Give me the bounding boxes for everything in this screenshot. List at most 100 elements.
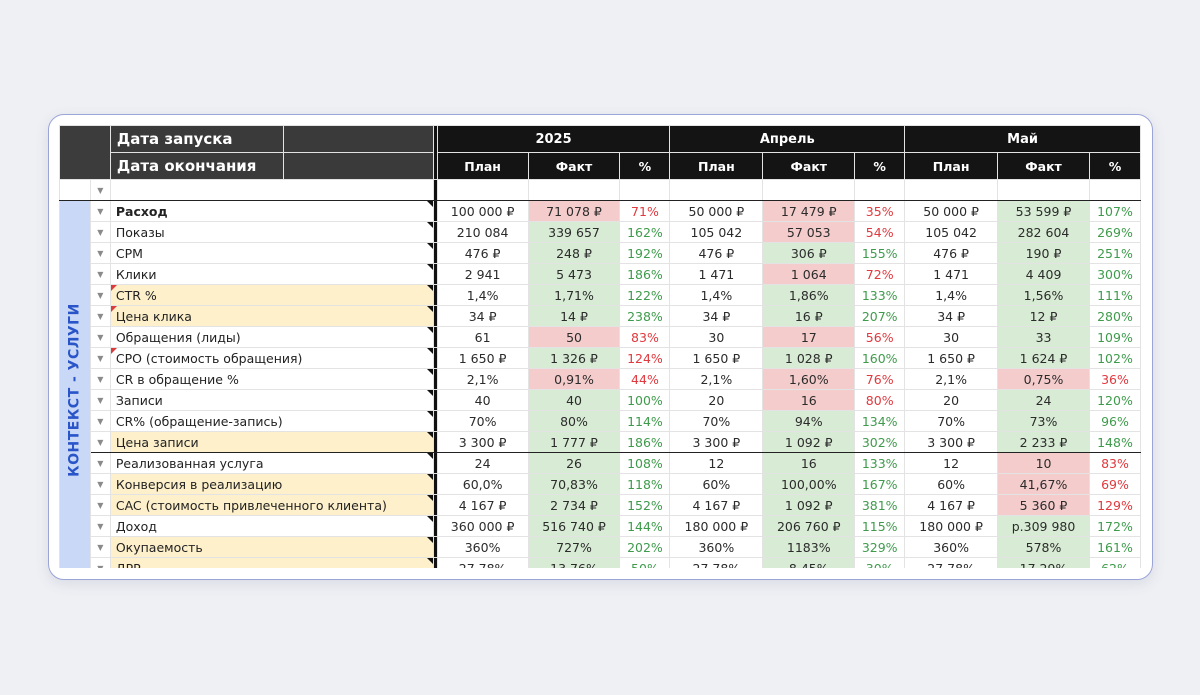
percent-cell[interactable]: 160%	[854, 347, 906, 369]
percent-cell[interactable]: 83%	[1088, 452, 1141, 474]
plan-cell[interactable]: 60,0%	[436, 473, 529, 495]
percent-cell[interactable]: 186%	[619, 263, 671, 285]
plan-cell[interactable]: 1 650 ₽	[904, 347, 999, 369]
fact-cell[interactable]: 94%	[762, 410, 856, 432]
plan-cell[interactable]: 70%	[436, 410, 529, 432]
fact-cell[interactable]: 16 ₽	[762, 305, 856, 327]
plan-cell[interactable]: 20	[904, 389, 999, 411]
launch-date-value[interactable]	[282, 125, 434, 153]
plan-cell[interactable]: 24	[436, 452, 529, 474]
percent-cell[interactable]: 129%	[1088, 494, 1141, 516]
fact-cell[interactable]: 80%	[527, 410, 621, 432]
fact-cell[interactable]: 16	[762, 389, 856, 411]
plan-cell[interactable]: 27,78%	[669, 557, 764, 568]
plan-cell[interactable]: 360 000 ₽	[436, 515, 529, 537]
fact-cell[interactable]: 70,83%	[527, 473, 621, 495]
plan-cell[interactable]: 1 650 ₽	[436, 347, 529, 369]
fact-cell[interactable]: р.309 980	[997, 515, 1090, 537]
plan-cell[interactable]: 4 167 ₽	[669, 494, 764, 516]
fact-cell[interactable]: 206 760 ₽	[762, 515, 856, 537]
plan-cell[interactable]: 1,4%	[436, 284, 529, 306]
fact-cell[interactable]: 2 734 ₽	[527, 494, 621, 516]
row-dropdown-icon[interactable]: ▼	[89, 494, 111, 516]
percent-cell[interactable]: 202%	[619, 536, 671, 558]
plan-cell[interactable]: 30	[669, 326, 764, 348]
percent-cell[interactable]: 122%	[619, 284, 671, 306]
plan-cell[interactable]: 70%	[904, 410, 999, 432]
plan-cell[interactable]: 12	[904, 452, 999, 474]
plan-cell[interactable]: 34 ₽	[904, 305, 999, 327]
filter-dropdown-icon[interactable]: ▼	[89, 179, 111, 201]
fact-cell[interactable]: 33	[997, 326, 1090, 348]
fact-cell[interactable]: 1 064	[762, 263, 856, 285]
percent-cell[interactable]: 238%	[619, 305, 671, 327]
percent-cell[interactable]: 44%	[619, 368, 671, 390]
fact-cell[interactable]: 1,71%	[527, 284, 621, 306]
fact-cell[interactable]: 0,91%	[527, 368, 621, 390]
percent-cell[interactable]: 280%	[1088, 305, 1141, 327]
fact-cell[interactable]: 40	[527, 389, 621, 411]
plan-cell[interactable]: 3 300 ₽	[904, 431, 999, 453]
row-dropdown-icon[interactable]: ▼	[89, 515, 111, 537]
percent-cell[interactable]: 155%	[854, 242, 906, 264]
plan-cell[interactable]: 70%	[669, 410, 764, 432]
percent-cell[interactable]: 36%	[1088, 368, 1141, 390]
percent-cell[interactable]: 167%	[854, 473, 906, 495]
plan-cell[interactable]: 1 650 ₽	[669, 347, 764, 369]
row-dropdown-icon[interactable]: ▼	[89, 263, 111, 285]
plan-cell[interactable]: 60%	[904, 473, 999, 495]
plan-cell[interactable]: 105 042	[904, 221, 999, 243]
plan-cell[interactable]: 3 300 ₽	[436, 431, 529, 453]
percent-cell[interactable]: 269%	[1088, 221, 1141, 243]
row-dropdown-icon[interactable]: ▼	[89, 473, 111, 495]
percent-cell[interactable]: 251%	[1088, 242, 1141, 264]
percent-cell[interactable]: 96%	[1088, 410, 1141, 432]
percent-cell[interactable]: 133%	[854, 284, 906, 306]
fact-cell[interactable]: 1 326 ₽	[527, 347, 621, 369]
fact-cell[interactable]: 516 740 ₽	[527, 515, 621, 537]
fact-cell[interactable]: 16	[762, 452, 856, 474]
fact-cell[interactable]: 0,75%	[997, 368, 1090, 390]
fact-cell[interactable]: 5 360 ₽	[997, 494, 1090, 516]
plan-cell[interactable]: 360%	[904, 536, 999, 558]
plan-cell[interactable]: 50 000 ₽	[669, 200, 764, 222]
plan-cell[interactable]: 27,78%	[904, 557, 999, 568]
fact-cell[interactable]: 4 409	[997, 263, 1090, 285]
plan-cell[interactable]: 2,1%	[436, 368, 529, 390]
fact-cell[interactable]: 57 053	[762, 221, 856, 243]
percent-cell[interactable]: 133%	[854, 452, 906, 474]
fact-cell[interactable]: 1183%	[762, 536, 856, 558]
plan-cell[interactable]: 34 ₽	[436, 305, 529, 327]
fact-cell[interactable]: 1,60%	[762, 368, 856, 390]
percent-cell[interactable]: 54%	[854, 221, 906, 243]
row-dropdown-icon[interactable]: ▼	[89, 347, 111, 369]
percent-cell[interactable]: 76%	[854, 368, 906, 390]
fact-cell[interactable]: 100,00%	[762, 473, 856, 495]
plan-cell[interactable]: 4 167 ₽	[436, 494, 529, 516]
percent-cell[interactable]: 71%	[619, 200, 671, 222]
percent-cell[interactable]: 83%	[619, 326, 671, 348]
plan-cell[interactable]: 360%	[436, 536, 529, 558]
row-dropdown-icon[interactable]: ▼	[89, 200, 111, 222]
percent-cell[interactable]: 381%	[854, 494, 906, 516]
plan-cell[interactable]: 1 471	[904, 263, 999, 285]
fact-cell[interactable]: 24	[997, 389, 1090, 411]
row-dropdown-icon[interactable]: ▼	[89, 536, 111, 558]
fact-cell[interactable]: 2 233 ₽	[997, 431, 1090, 453]
fact-cell[interactable]: 1 777 ₽	[527, 431, 621, 453]
row-dropdown-icon[interactable]: ▼	[89, 242, 111, 264]
fact-cell[interactable]: 1 624 ₽	[997, 347, 1090, 369]
percent-cell[interactable]: 162%	[619, 221, 671, 243]
plan-cell[interactable]: 27,78%	[436, 557, 529, 568]
plan-cell[interactable]: 360%	[669, 536, 764, 558]
percent-cell[interactable]: 300%	[1088, 263, 1141, 285]
percent-cell[interactable]: 124%	[619, 347, 671, 369]
plan-cell[interactable]: 1,4%	[904, 284, 999, 306]
fact-cell[interactable]: 248 ₽	[527, 242, 621, 264]
percent-cell[interactable]: 302%	[854, 431, 906, 453]
fact-cell[interactable]: 1 092 ₽	[762, 494, 856, 516]
percent-cell[interactable]: 134%	[854, 410, 906, 432]
fact-cell[interactable]: 727%	[527, 536, 621, 558]
row-dropdown-icon[interactable]: ▼	[89, 410, 111, 432]
plan-cell[interactable]: 476 ₽	[904, 242, 999, 264]
